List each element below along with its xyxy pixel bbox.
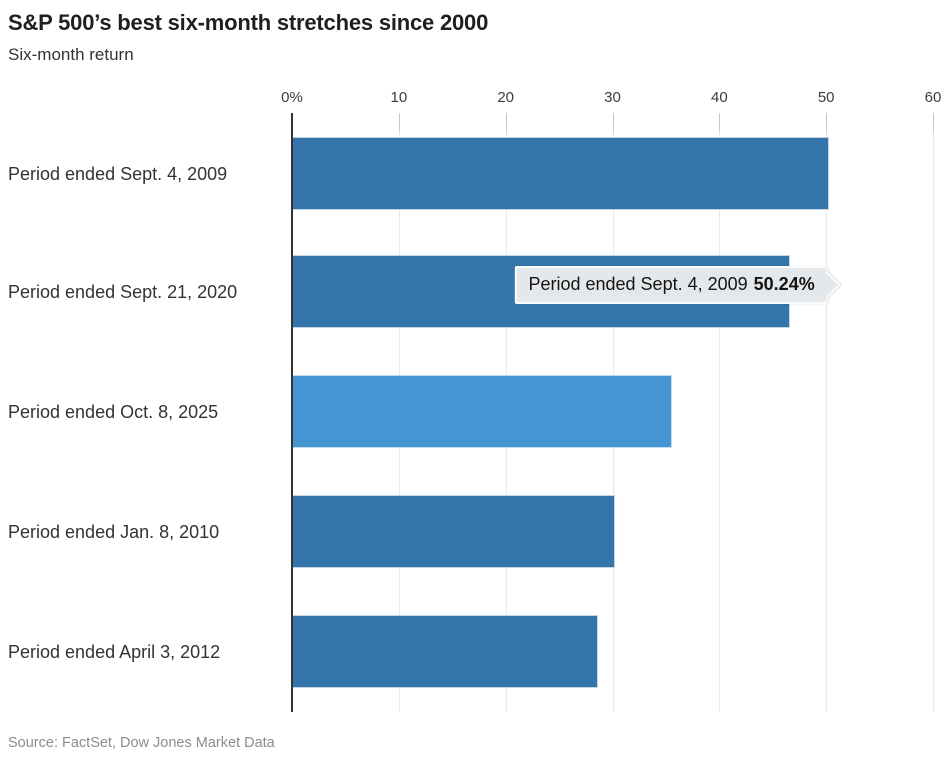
plot-area: Period ended Sept. 4, 2009 50.24% xyxy=(291,113,934,712)
bar[interactable] xyxy=(292,137,829,210)
gridline xyxy=(933,113,934,712)
axis-tick xyxy=(612,113,614,131)
axis-tick xyxy=(719,113,721,131)
axis-tick xyxy=(826,113,828,131)
x-axis-tick-label: 30 xyxy=(604,89,621,106)
tooltip-arrow-icon xyxy=(813,271,841,299)
x-axis-tick-label: 0% xyxy=(281,89,303,106)
gridline xyxy=(719,113,721,712)
category-label: Period ended Jan. 8, 2010 xyxy=(8,521,220,542)
category-label: Period ended Sept. 4, 2009 xyxy=(8,163,228,184)
axis-tick xyxy=(398,113,400,131)
bar[interactable] xyxy=(292,495,615,568)
gridline xyxy=(826,113,828,712)
x-axis-tick-label: 10 xyxy=(390,89,408,106)
source-note: Source: FactSet, Dow Jones Market Data xyxy=(8,735,275,751)
category-label: Period ended Sept. 21, 2020 xyxy=(8,281,238,302)
x-axis-tick-label: 60 xyxy=(924,89,942,106)
y-axis-line xyxy=(291,113,293,712)
axis-tick xyxy=(933,113,934,131)
axis-tick xyxy=(505,113,507,131)
x-axis-tick-labels: 0% 10 20 30 40 50 60 xyxy=(281,89,941,109)
category-label: Period ended Oct. 8, 2025 xyxy=(8,401,219,422)
bar-highlighted[interactable] xyxy=(292,375,673,448)
tooltip-label: Period ended Sept. 4, 2009 xyxy=(528,274,748,294)
bar[interactable] xyxy=(292,615,598,688)
tooltip-value: 50.24% xyxy=(753,274,815,294)
category-label: Period ended April 3, 2012 xyxy=(8,641,221,662)
chart-title: S&P 500’s best six-month stretches since… xyxy=(8,10,489,35)
x-axis-tick-label: 20 xyxy=(497,89,514,106)
tooltip: Period ended Sept. 4, 2009 50.24% xyxy=(514,266,841,304)
x-axis-tick-label: 40 xyxy=(710,89,728,106)
chart-subtitle: Six-month return xyxy=(8,45,134,64)
x-axis-tick-label: 50 xyxy=(817,89,835,106)
